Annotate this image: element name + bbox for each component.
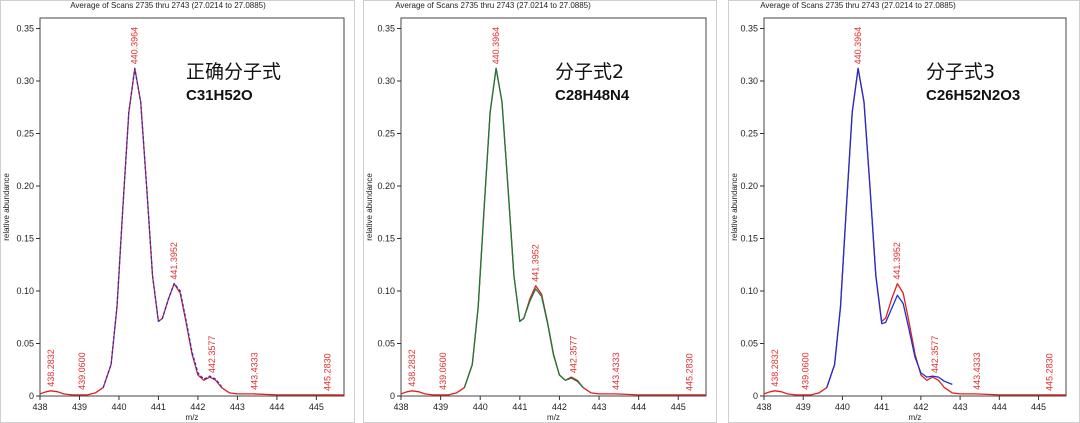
spectrum-chart-2: Average of Scans 2735 thru 2743 (27.0214… <box>363 0 717 423</box>
y-axis-title: relative abundance <box>2 173 11 241</box>
peak-label: 440.3964 <box>491 27 501 65</box>
peak-label: 443.4333 <box>972 352 982 390</box>
y-tick-label: 0.05 <box>16 339 34 349</box>
x-tick-label: 439 <box>796 402 811 412</box>
peak-label: 441.3952 <box>169 242 179 280</box>
x-tick-label: 445 <box>1031 402 1046 412</box>
y-tick-label: 0.05 <box>740 339 758 349</box>
molecular-formula: C31H52O <box>186 87 253 104</box>
y-tick-label: 0.25 <box>377 129 395 139</box>
y-tick-label: 0.30 <box>377 76 395 86</box>
peak-label: 445.2830 <box>684 353 694 391</box>
spectrum-chart-3: Average of Scans 2735 thru 2743 (27.0214… <box>728 0 1080 423</box>
x-tick-label: 440 <box>473 402 488 412</box>
x-tick-label: 444 <box>631 402 646 412</box>
series-line-2 <box>102 67 223 388</box>
y-tick-label: 0.20 <box>16 181 34 191</box>
y-tick-label: 0.25 <box>16 129 34 139</box>
peak-label: 445.2830 <box>1045 353 1055 391</box>
y-tick-label: 0.35 <box>16 24 34 34</box>
y-tick-label: 0.20 <box>377 181 395 191</box>
x-tick-label: 442 <box>190 402 205 412</box>
x-tick-label: 438 <box>32 402 47 412</box>
y-tick-label: 0 <box>390 391 395 401</box>
y-tick-label: 0.25 <box>740 129 758 139</box>
formula-name: 分子式3 <box>926 61 995 83</box>
x-tick-label: 441 <box>874 402 889 412</box>
x-tick-label: 440 <box>111 402 126 412</box>
panel-border <box>0 0 355 423</box>
x-tick-label: 442 <box>552 402 567 412</box>
formula-name: 分子式2 <box>555 61 624 83</box>
panel-border <box>363 0 717 423</box>
panel-border <box>728 0 1080 423</box>
peak-label: 445.2830 <box>323 353 333 391</box>
y-tick-label: 0.30 <box>16 76 34 86</box>
x-tick-label: 440 <box>835 402 850 412</box>
y-tick-label: 0 <box>29 391 34 401</box>
x-tick-label: 445 <box>309 402 324 412</box>
x-tick-label: 443 <box>230 402 245 412</box>
peak-label: 440.3964 <box>130 27 140 65</box>
x-tick-label: 442 <box>913 402 928 412</box>
spectrum-panel-2: Average of Scans 2735 thru 2743 (27.0214… <box>363 0 717 423</box>
y-tick-label: 0.10 <box>16 286 34 296</box>
plot-area <box>400 17 707 397</box>
peak-label: 439.0600 <box>438 352 448 390</box>
peak-label: 443.4333 <box>611 352 621 390</box>
peak-label: 440.3964 <box>853 27 863 65</box>
peak-label: 442.3577 <box>930 336 940 374</box>
y-axis-title: relative abundance <box>730 173 739 241</box>
peak-label: 441.3952 <box>530 244 540 282</box>
x-tick-label: 445 <box>671 402 686 412</box>
y-tick-label: 0.05 <box>377 339 395 349</box>
formula-name: 正确分子式 <box>186 61 281 83</box>
molecular-formula: C28H48N4 <box>555 87 630 104</box>
y-tick-label: 0.20 <box>740 181 758 191</box>
spectrum-panel-3: Average of Scans 2735 thru 2743 (27.0214… <box>728 0 1080 423</box>
x-axis-title: m/z <box>547 413 560 422</box>
y-axis-title: relative abundance <box>365 173 374 241</box>
peak-label: 439.0600 <box>77 352 87 390</box>
plot-area <box>39 17 345 397</box>
plot-area <box>763 17 1067 397</box>
x-tick-label: 439 <box>433 402 448 412</box>
x-tick-label: 438 <box>756 402 771 412</box>
x-tick-label: 438 <box>393 402 408 412</box>
y-tick-label: 0.15 <box>16 234 34 244</box>
peak-label: 442.3577 <box>207 336 217 374</box>
spectrum-panel-1: Average of Scans 2735 thru 2743 (27.0214… <box>0 0 355 423</box>
y-tick-label: 0.30 <box>740 76 758 86</box>
x-tick-label: 443 <box>592 402 607 412</box>
x-tick-label: 441 <box>512 402 527 412</box>
y-tick-label: 0.10 <box>740 286 758 296</box>
y-tick-label: 0 <box>753 391 758 401</box>
chart-title: Average of Scans 2735 thru 2743 (27.0214… <box>395 1 591 10</box>
y-tick-label: 0.15 <box>377 234 395 244</box>
y-tick-label: 0.35 <box>377 24 395 34</box>
peak-label: 438.2832 <box>46 349 56 387</box>
x-axis-title: m/z <box>909 413 922 422</box>
y-tick-label: 0.10 <box>377 286 395 296</box>
peak-label: 443.4333 <box>250 352 260 390</box>
x-tick-label: 443 <box>953 402 968 412</box>
y-tick-label: 0.15 <box>740 234 758 244</box>
peak-label: 442.3577 <box>569 336 579 374</box>
molecular-formula: C26H52N2O3 <box>926 87 1020 104</box>
chart-title: Average of Scans 2735 thru 2743 (27.0214… <box>70 1 266 10</box>
x-axis-title: m/z <box>186 413 199 422</box>
x-tick-label: 444 <box>269 402 284 412</box>
x-tick-label: 444 <box>992 402 1007 412</box>
peak-label: 439.0600 <box>801 352 811 390</box>
x-tick-label: 441 <box>151 402 166 412</box>
chart-title: Average of Scans 2735 thru 2743 (27.0214… <box>760 1 956 10</box>
y-tick-label: 0.35 <box>740 24 758 34</box>
peak-label: 441.3952 <box>892 242 902 280</box>
series-line-2 <box>463 67 584 389</box>
spectrum-chart-1: Average of Scans 2735 thru 2743 (27.0214… <box>0 0 355 423</box>
peak-label: 438.2832 <box>407 349 417 387</box>
series-line-2 <box>826 67 953 388</box>
peak-label: 438.2832 <box>770 349 780 387</box>
x-tick-label: 439 <box>72 402 87 412</box>
